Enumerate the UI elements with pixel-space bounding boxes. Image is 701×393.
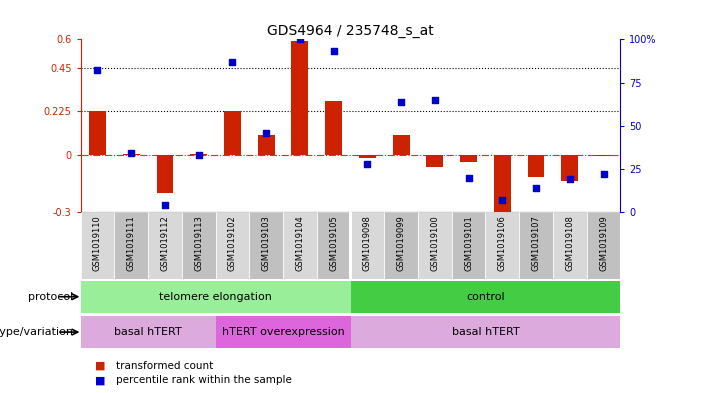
Point (294, 36, 306, 42)
Point (227, 59, 238, 65)
Text: GSM1019112: GSM1019112 (161, 215, 170, 271)
Bar (485, 212, 519, 279)
Bar (494, 154, 511, 223)
Text: basal hTERT: basal hTERT (114, 327, 182, 337)
Point (395, 98, 407, 105)
Text: GSM1019101: GSM1019101 (464, 215, 473, 271)
Text: basal hTERT: basal hTERT (451, 327, 519, 337)
Point (193, 152, 204, 158)
Bar (216, 212, 250, 279)
Bar (81, 212, 114, 279)
Bar (350, 316, 620, 348)
Bar (283, 212, 317, 279)
Text: GSM1019106: GSM1019106 (498, 215, 507, 272)
Bar (156, 154, 173, 193)
Point (328, 48, 339, 55)
Bar (384, 212, 418, 279)
Point (92, 67, 103, 73)
Text: GSM1019099: GSM1019099 (397, 215, 406, 271)
Text: GSM1019104: GSM1019104 (295, 215, 304, 271)
Bar (250, 212, 283, 279)
Point (531, 185, 542, 191)
Bar (426, 154, 443, 167)
Bar (350, 212, 384, 279)
Point (497, 197, 508, 203)
Bar (418, 212, 451, 279)
Text: percentile rank within the sample: percentile rank within the sample (116, 375, 292, 385)
Bar (519, 212, 553, 279)
Text: GSM1019105: GSM1019105 (329, 215, 338, 271)
Text: protocol: protocol (28, 292, 74, 302)
Text: GSM1019107: GSM1019107 (531, 215, 540, 272)
Bar (553, 212, 587, 279)
Text: hTERT overexpression: hTERT overexpression (222, 327, 344, 337)
Title: GDS4964 / 235748_s_at: GDS4964 / 235748_s_at (267, 24, 434, 38)
Bar (460, 154, 477, 162)
Bar (148, 212, 182, 279)
Bar (216, 316, 350, 348)
Bar (587, 212, 620, 279)
Text: ■: ■ (95, 361, 105, 371)
Bar (258, 135, 275, 154)
Bar (114, 212, 148, 279)
Text: transformed count: transformed count (116, 361, 213, 371)
Point (125, 150, 137, 156)
Bar (89, 111, 106, 154)
Point (261, 130, 272, 136)
Point (429, 97, 440, 103)
Text: telomere elongation: telomere elongation (159, 292, 272, 302)
Text: GSM1019111: GSM1019111 (127, 215, 136, 271)
Bar (451, 212, 485, 279)
Bar (349, 212, 352, 279)
Bar (393, 135, 409, 154)
Text: control: control (466, 292, 505, 302)
Text: GSM1019109: GSM1019109 (599, 215, 608, 271)
Point (564, 176, 576, 182)
Text: GSM1019113: GSM1019113 (194, 215, 203, 272)
Bar (182, 212, 216, 279)
Point (463, 174, 474, 181)
Bar (528, 154, 545, 177)
Text: ■: ■ (95, 375, 105, 385)
Text: GSM1019100: GSM1019100 (430, 215, 440, 271)
Text: GSM1019102: GSM1019102 (228, 215, 237, 271)
Text: GSM1019110: GSM1019110 (93, 215, 102, 271)
Point (598, 171, 609, 177)
Bar (81, 281, 350, 313)
Text: GSM1019098: GSM1019098 (363, 215, 372, 272)
Bar (325, 101, 342, 154)
Text: GSM1019108: GSM1019108 (565, 215, 574, 272)
Point (159, 202, 170, 208)
Bar (359, 154, 376, 158)
Bar (595, 154, 612, 156)
Bar (224, 111, 241, 154)
Text: genotype/variation: genotype/variation (0, 327, 74, 337)
Bar (292, 41, 308, 154)
Bar (350, 281, 620, 313)
Bar (317, 212, 350, 279)
Point (362, 161, 373, 167)
Text: GSM1019103: GSM1019103 (261, 215, 271, 272)
Bar (81, 316, 216, 348)
Bar (562, 154, 578, 180)
